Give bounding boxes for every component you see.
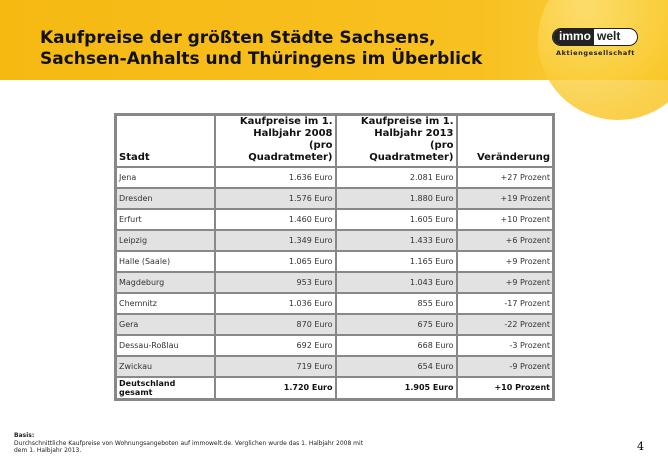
page-number: 4 [637,440,644,453]
cell-price-2013: 1.605 Euro [334,208,458,231]
total-cell-city: Deutschland gesamt [114,376,216,400]
header-row: Stadt Kaufpreise im 1. Halbjahr 2008 (pr… [114,113,555,168]
table-row: Erfurt 1.460 Euro 1.605 Euro +10 Prozent [114,208,555,231]
title-line-1: Kaufpreise der größten Städte Sachsens, [40,28,436,48]
table-row: Dresden 1.576 Euro 1.880 Euro +19 Prozent [114,187,555,210]
cell-change: +6 Prozent [455,229,555,252]
cell-city: Zwickau [114,355,216,378]
logo-part-1: immo [553,29,595,45]
cell-city: Leipzig [114,229,216,252]
cell-price-2008: 1.636 Euro [213,166,337,189]
cell-price-2008: 692 Euro [213,334,337,357]
cell-change: +27 Prozent [455,166,555,189]
cell-change: +9 Prozent [455,271,555,294]
total-row: Deutschland gesamt 1.720 Euro 1.905 Euro +1… [114,376,555,400]
cell-city: Halle (Saale) [114,250,216,273]
cell-price-2013: 1.043 Euro [334,271,458,294]
cell-city: Dresden [114,187,216,210]
cell-city: Gera [114,313,216,336]
cell-price-2013: 654 Euro [334,355,458,378]
decorative-orb [538,0,668,120]
cell-change: -22 Prozent [455,313,555,336]
cell-price-2013: 1.165 Euro [334,250,458,273]
col-header-change: Veränderung [455,113,555,168]
title-line-2: Sachsen-Anhalts und Thüringens im Überbl… [40,49,483,69]
cell-price-2008: 719 Euro [213,355,337,378]
cell-change: -17 Prozent [455,292,555,315]
cell-price-2008: 953 Euro [213,271,337,294]
cell-price-2013: 2.081 Euro [334,166,458,189]
cell-price-2013: 1.433 Euro [334,229,458,252]
logo-part-2: welt [597,29,621,43]
col-header-2008: Kaufpreise im 1. Halbjahr 2008 (pro Quad… [213,113,337,168]
table-row: Zwickau 719 Euro 654 Euro -9 Prozent [114,355,555,378]
cell-price-2013: 855 Euro [334,292,458,315]
header-banner: Kaufpreise der größten Städte Sachsens, … [0,0,668,120]
table-row: Jena 1.636 Euro 2.081 Euro +27 Prozent [114,166,555,189]
cell-price-2008: 870 Euro [213,313,337,336]
cell-change: -9 Prozent [455,355,555,378]
table-row: Magdeburg 953 Euro 1.043 Euro +9 Prozent [114,271,555,294]
cell-price-2008: 1.460 Euro [213,208,337,231]
col-header-city: Stadt [114,113,216,168]
cell-city: Erfurt [114,208,216,231]
cell-price-2013: 675 Euro [334,313,458,336]
table-row: Gera 870 Euro 675 Euro -22 Prozent [114,313,555,336]
logo-subtitle: Aktiengesellschaft [556,49,635,57]
cell-change: -3 Prozent [455,334,555,357]
page-title: Kaufpreise der größten Städte Sachsens, … [40,28,482,70]
cell-change: +9 Prozent [455,250,555,273]
cell-change: +19 Prozent [455,187,555,210]
table-row: Leipzig 1.349 Euro 1.433 Euro +6 Prozent [114,229,555,252]
cell-city: Jena [114,166,216,189]
total-cell-price-2008: 1.720 Euro [213,376,337,400]
cell-price-2013: 668 Euro [334,334,458,357]
cell-price-2008: 1.065 Euro [213,250,337,273]
cell-change: +10 Prozent [455,208,555,231]
cell-city: Chemnitz [114,292,216,315]
footnote-text: Durchschnittliche Kaufpreise von Wohnung… [14,439,364,455]
cell-price-2013: 1.880 Euro [334,187,458,210]
immowelt-logo: immo welt [552,28,638,46]
cell-price-2008: 1.036 Euro [213,292,337,315]
table-row: Halle (Saale) 1.065 Euro 1.165 Euro +9 Proz… [114,250,555,273]
footnote-label: Basis: [14,432,35,439]
cell-price-2008: 1.349 Euro [213,229,337,252]
total-cell-change: +10 Prozent [455,376,555,400]
col-header-2013: Kaufpreise im 1. Halbjahr 2013 (pro Quad… [334,113,458,168]
table-row: Chemnitz 1.036 Euro 855 Euro -17 Prozent [114,292,555,315]
footnote: Basis: Durchschnittliche Kaufpreise von … [14,432,374,455]
cell-city: Magdeburg [114,271,216,294]
cell-price-2008: 1.576 Euro [213,187,337,210]
cell-city: Dessau-Roßlau [114,334,216,357]
table-row: Dessau-Roßlau 692 Euro 668 Euro -3 Prozent [114,334,555,357]
price-table: Stadt Kaufpreise im 1. Halbjahr 2008 (pr… [114,113,555,401]
total-cell-price-2013: 1.905 Euro [334,376,458,400]
